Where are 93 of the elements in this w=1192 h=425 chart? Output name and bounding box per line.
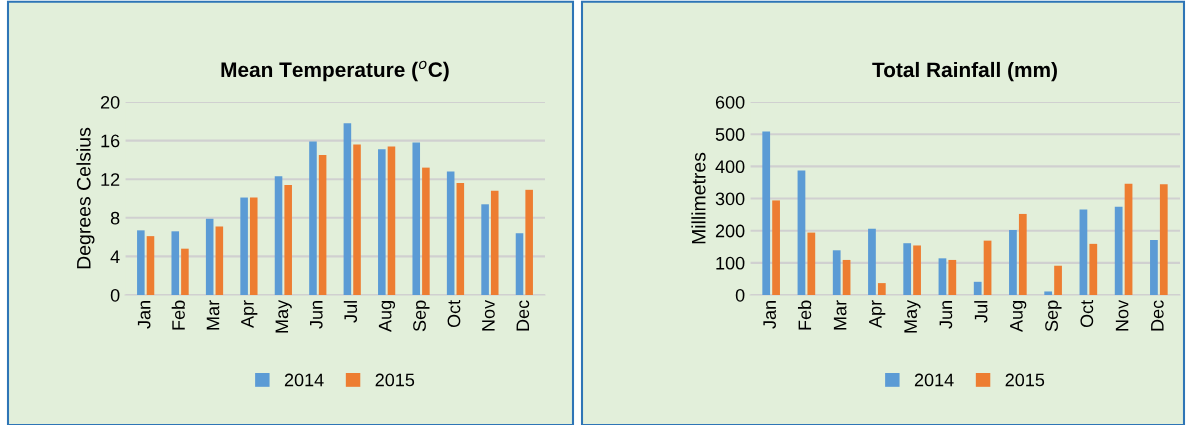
bar [762, 131, 771, 295]
bar [797, 170, 806, 295]
x-tick-label: Apr [241, 300, 258, 328]
bar [807, 232, 816, 295]
x-tick-label: May [275, 299, 292, 333]
bar [422, 167, 430, 295]
x-tick-label: Mar [833, 300, 847, 330]
y-tick-label: 600 [715, 95, 745, 109]
bar [948, 259, 957, 295]
bar [249, 197, 258, 295]
y-tick-label: 100 [716, 256, 745, 270]
x-tick-label: Jul [974, 301, 988, 323]
x-tick-label: Feb [171, 300, 185, 330]
bar [515, 233, 524, 295]
bar [1124, 183, 1133, 295]
bar [832, 250, 841, 295]
x-tick-label: Oct [1080, 299, 1094, 328]
bar [1114, 206, 1123, 295]
y-tick-label: 20 [100, 95, 120, 109]
x-tick-label: Jan [763, 301, 776, 329]
x-tick-label: Aug [378, 301, 396, 332]
bar [842, 259, 851, 295]
bar [456, 183, 465, 295]
x-tick-label: Jun [939, 301, 953, 329]
bar [240, 197, 248, 295]
bar [877, 283, 886, 295]
y-tick-label: 500 [715, 128, 745, 141]
y-axis-title: Millimetres [691, 152, 706, 244]
bar [983, 240, 992, 295]
bar [378, 149, 386, 295]
legend-label: 2015 [375, 373, 415, 387]
y-tick-label: 8 [110, 211, 120, 225]
bar [1159, 184, 1168, 295]
bar [490, 190, 499, 295]
y-axis-title: Degrees Celsius [76, 127, 95, 269]
y-tick-label: 300 [715, 192, 745, 206]
x-tick-label: Nov [1115, 299, 1129, 331]
bar [1089, 243, 1098, 295]
x-tick-label: Aug [1010, 301, 1027, 332]
x-tick-label: Oct [447, 299, 461, 328]
bar [1054, 265, 1062, 295]
bar [284, 184, 292, 295]
bar [913, 245, 921, 295]
x-tick-label: Mar [206, 300, 220, 330]
bar [146, 236, 155, 295]
x-tick-label: May [904, 299, 921, 333]
x-tick-label: Feb [797, 300, 812, 330]
bar [412, 142, 421, 295]
bar [387, 146, 396, 295]
x-tick-label: Apr [869, 300, 886, 328]
x-tick-label: Sep [413, 300, 430, 332]
bar [868, 228, 876, 295]
x-tick-label: Nov [482, 299, 495, 331]
x-tick-label: Sep [1045, 300, 1062, 332]
y-tick-label: 16 [101, 134, 120, 148]
bar [1018, 213, 1027, 295]
bar [903, 243, 912, 295]
legend-label: 2014 [914, 373, 954, 387]
bar [973, 281, 982, 295]
y-tick-label: 0 [110, 288, 120, 302]
bar [1150, 240, 1158, 295]
y-tick-label: 12 [101, 173, 120, 186]
legend-label: 2014 [284, 373, 324, 387]
chart-title: Mean Temperature ($^{o}$C) [221, 60, 449, 82]
y-tick-label: 200 [715, 224, 745, 238]
x-tick-label: Dec [1151, 300, 1164, 331]
y-tick-label: 4 [110, 250, 120, 263]
chart-title: Total Rainfall (mm) [872, 61, 1057, 82]
bar [309, 141, 317, 295]
bar [938, 258, 947, 295]
bar [525, 189, 533, 295]
bar [353, 144, 361, 295]
y-tick-label: 0 [735, 288, 745, 302]
x-tick-label: Jan [137, 301, 151, 329]
bar [1009, 230, 1017, 295]
y-tick-label: 400 [715, 160, 745, 174]
legend-label: 2015 [1005, 373, 1045, 387]
x-tick-label: Jul [343, 301, 358, 323]
bar [171, 231, 180, 295]
bar [137, 230, 145, 295]
bar [446, 171, 455, 295]
bar [343, 123, 352, 295]
bar [1079, 209, 1088, 295]
bar [481, 204, 489, 295]
bar [181, 248, 189, 295]
x-tick-label: Dec [516, 300, 530, 331]
bar [1044, 291, 1053, 295]
bar [772, 200, 780, 295]
bar [274, 176, 283, 295]
x-tick-label: Jun [310, 301, 323, 329]
bar [205, 218, 214, 295]
bar [318, 155, 327, 295]
bar [215, 226, 224, 295]
